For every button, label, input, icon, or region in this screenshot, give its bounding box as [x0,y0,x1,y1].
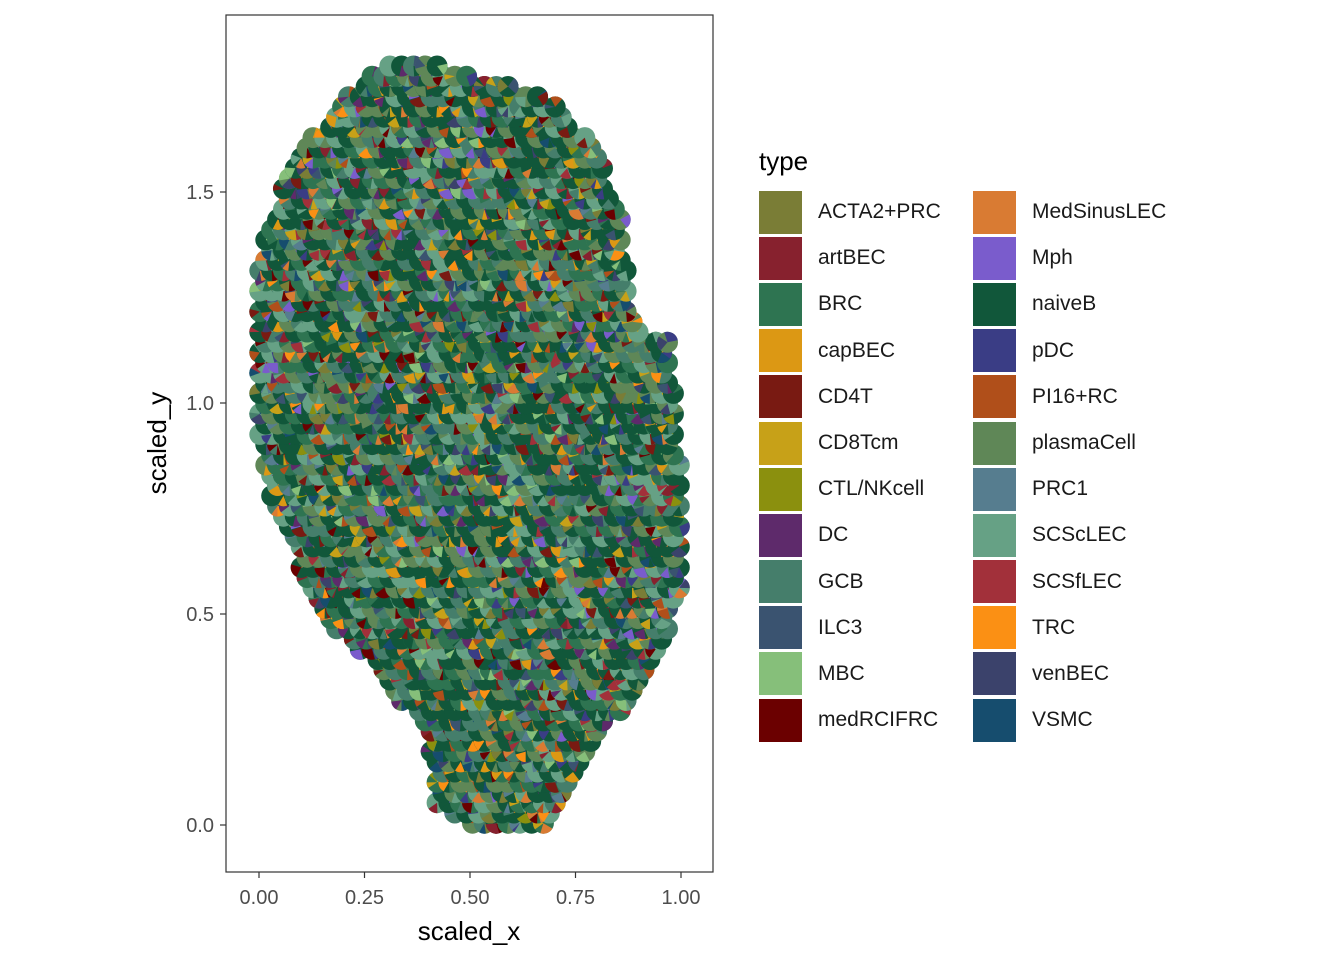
legend-label: SCSfLEC [1032,569,1122,593]
x-tick-label: 0.25 [345,887,384,909]
legend-item: CD8Tcm [759,420,957,466]
legend-label: capBEC [818,338,896,362]
legend-key-swatch [759,560,802,604]
legend-item: DC [759,512,957,558]
x-tick-label: 0.50 [451,887,490,909]
legend-key-swatch [759,190,802,234]
legend-column-right: MedSinusLEC Mph naiveB pDC PI16+RC plasmaCell… [973,189,1171,743]
legend-key-swatch [973,652,1016,696]
legend-item: Mph [973,235,1171,281]
legend-item: TRC [973,605,1171,651]
legend-key-swatch [973,560,1016,604]
legend-item: MBC [759,651,957,697]
legend-key-swatch [973,329,1016,373]
legend-key-swatch [759,421,802,465]
legend-item: medRCIFRC [759,697,957,743]
legend-key-swatch [973,190,1016,234]
legend-item: VSMC [973,697,1171,743]
legend-label: plasmaCell [1032,431,1136,455]
spot-point [574,127,596,149]
spot-point [497,76,519,97]
legend-item: PI16+RC [973,374,1171,420]
y-tick-label: 1.0 [186,393,214,415]
legend-key-swatch [759,236,802,280]
legend-label: MedSinusLEC [1032,200,1167,224]
legend-label: CD8Tcm [818,431,899,455]
legend-label: pDC [1032,338,1075,362]
spot-point [657,331,678,353]
legend-label: BRC [818,292,863,316]
legend-label: ACTA2+PRC [818,200,941,224]
legend-key-swatch [973,375,1016,419]
legend-item: GCB [759,559,957,605]
legend-key-swatch [759,513,802,557]
legend-label: PRC1 [1032,477,1089,501]
legend-item: naiveB [973,281,1171,327]
legend-item: venBEC [973,651,1171,697]
legend-item: ILC3 [759,605,957,651]
legend-item: pDC [973,328,1171,374]
legend-item: CTL/NKcell [759,466,957,512]
legend-key-swatch [759,698,802,742]
legend-key-swatch [973,282,1016,326]
legend-item: MedSinusLEC [973,189,1171,235]
legend-label: medRCIFRC [818,708,939,732]
x-tick-label: 0.75 [556,887,595,909]
legend-label: naiveB [1032,292,1097,316]
legend-key-swatch [973,513,1016,557]
legend-key-swatch [973,698,1016,742]
spot-point [456,65,478,87]
legend-item: SCSfLEC [973,559,1171,605]
legend-key-swatch [759,282,802,326]
legend-item: plasmaCell [973,420,1171,466]
data-points [249,55,690,834]
legend-title: type [759,146,809,176]
legend-label: VSMC [1032,708,1093,732]
legend-label: CTL/NKcell [818,477,925,501]
legend-item: ACTA2+PRC [759,189,957,235]
legend-label: TRC [1032,615,1076,639]
legend-item: artBEC [759,235,957,281]
x-tick-label: 0.00 [240,887,279,909]
y-tick-label: 0.5 [186,604,214,626]
legend-label: ILC3 [818,615,863,639]
legend: type ACTA2+PRC artBEC BRC capBEC CD4T CD8Tcm C… [759,146,1171,743]
legend-key-swatch [759,652,802,696]
spot-point [527,86,549,108]
spot-point [544,96,566,118]
legend-key-swatch [759,329,802,373]
legend-label: PI16+RC [1032,384,1118,408]
y-tick-label: 1.5 [186,182,214,204]
legend-key-swatch [973,606,1016,650]
legend-key-swatch [973,421,1016,465]
x-tick-label: 1.00 [662,887,701,909]
legend-columns: ACTA2+PRC artBEC BRC capBEC CD4T CD8Tcm CTL/NK… [759,189,1171,743]
legend-label: venBEC [1032,661,1110,685]
x-axis-title: scaled_x [418,916,521,946]
legend-item: capBEC [759,328,957,374]
legend-label: DC [818,523,849,547]
legend-label: SCScLEC [1032,523,1127,547]
legend-key-swatch [759,375,802,419]
legend-item: SCScLEC [973,512,1171,558]
legend-label: CD4T [818,384,873,408]
legend-key-swatch [759,467,802,511]
legend-label: GCB [818,569,864,593]
legend-item: PRC1 [973,466,1171,512]
legend-label: artBEC [818,246,886,270]
legend-column-left: ACTA2+PRC artBEC BRC capBEC CD4T CD8Tcm CTL/NK… [759,189,957,743]
legend-item: CD4T [759,374,957,420]
legend-key-swatch [973,467,1016,511]
legend-label: Mph [1032,246,1073,270]
legend-label: MBC [818,661,865,685]
spot-point [426,55,448,77]
y-axis-title: scaled_y [142,392,172,495]
legend-key-swatch [973,236,1016,280]
legend-key-swatch [759,606,802,650]
legend-item: BRC [759,281,957,327]
y-tick-label: 0.0 [186,815,214,837]
